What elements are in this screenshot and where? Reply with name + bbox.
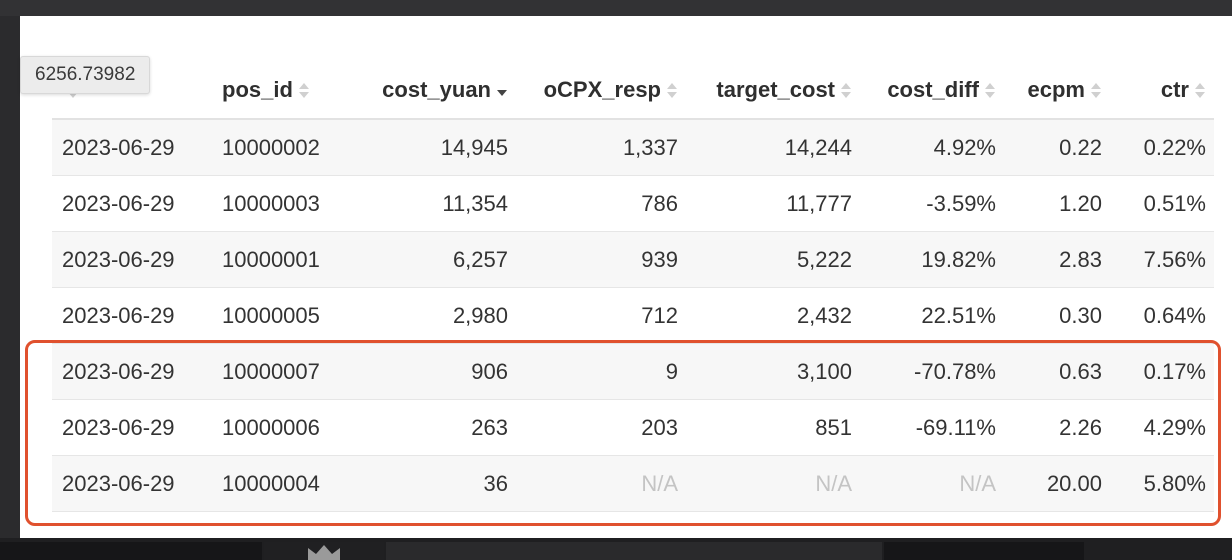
sort-desc-icon[interactable] bbox=[497, 82, 508, 100]
cell-ctr: 0.51% bbox=[1110, 175, 1214, 232]
sort-icon[interactable] bbox=[841, 82, 852, 100]
cell-cost-diff: 22.51% bbox=[860, 287, 1004, 344]
bottom-window-bar bbox=[0, 538, 1232, 560]
sort-icon[interactable] bbox=[1195, 82, 1206, 100]
cell-cost-diff: -3.59% bbox=[860, 175, 1004, 232]
cell-date: 2023-06-29 bbox=[52, 399, 212, 456]
column-header-label: cost_diff bbox=[887, 77, 979, 102]
cell-cost-yuan: 14,945 bbox=[346, 119, 516, 176]
table-row[interactable]: 2023-06-29 10000004 36 N/A N/A N/A 20.00 5.80% bbox=[52, 455, 1214, 512]
cell-pos-id: 10000004 bbox=[212, 455, 346, 512]
cell-target-cost: 11,777 bbox=[686, 175, 860, 232]
value-tooltip: 6256.73982 bbox=[20, 56, 151, 94]
cell-target-cost: 2,432 bbox=[686, 287, 860, 344]
cell-ecpm: 2.26 bbox=[1004, 399, 1110, 456]
cell-cost-diff: N/A bbox=[860, 455, 1004, 512]
cell-target-cost: 3,100 bbox=[686, 343, 860, 400]
cell-target-cost: N/A bbox=[686, 455, 860, 512]
cell-cost-diff: -70.78% bbox=[860, 343, 1004, 400]
table-row[interactable]: 2023-06-29 10000003 11,354 786 11,777 -3.59% 1… bbox=[52, 175, 1214, 232]
cell-cost-yuan: 36 bbox=[346, 455, 516, 512]
cell-ocpx-resp: 9 bbox=[516, 343, 686, 400]
cell-ecpm: 2.83 bbox=[1004, 231, 1110, 288]
column-header-target-cost[interactable]: target_cost bbox=[686, 62, 860, 120]
cell-cost-yuan: 6,257 bbox=[346, 231, 516, 288]
cell-cost-yuan: 263 bbox=[346, 399, 516, 456]
cell-target-cost: 5,222 bbox=[686, 231, 860, 288]
table-row[interactable]: 2023-06-29 10000005 2,980 712 2,432 22.51% 0.3… bbox=[52, 287, 1214, 344]
cell-pos-id: 10000006 bbox=[212, 399, 346, 456]
cell-ctr: 5.80% bbox=[1110, 455, 1214, 512]
top-window-bar bbox=[0, 0, 1232, 16]
cell-date: 2023-06-29 bbox=[52, 343, 212, 400]
cell-cost-yuan: 2,980 bbox=[346, 287, 516, 344]
cell-cost-diff: 19.82% bbox=[860, 231, 1004, 288]
cell-ctr: 0.22% bbox=[1110, 119, 1214, 176]
column-header-cost-yuan[interactable]: cost_yuan bbox=[346, 62, 516, 120]
cell-target-cost: 851 bbox=[686, 399, 860, 456]
table-body: 2023-06-29 10000002 14,945 1,337 14,244 4.92%… bbox=[52, 119, 1214, 512]
cell-ocpx-resp: 712 bbox=[516, 287, 686, 344]
cell-date: 2023-06-29 bbox=[52, 175, 212, 232]
table-row[interactable]: 2023-06-29 10000007 906 9 3,100 -70.78% 0.63 0.… bbox=[52, 343, 1214, 400]
cell-ecpm: 0.22 bbox=[1004, 119, 1110, 176]
cell-ctr: 0.64% bbox=[1110, 287, 1214, 344]
cell-pos-id: 10000003 bbox=[212, 175, 346, 232]
cell-ocpx-resp: N/A bbox=[516, 455, 686, 512]
cell-ctr: 4.29% bbox=[1110, 399, 1214, 456]
column-header-pos-id[interactable]: pos_id bbox=[212, 62, 346, 120]
cell-cost-yuan: 906 bbox=[346, 343, 516, 400]
table-header-row: pos_id cost_yuan oCPX_resp target_cost c… bbox=[52, 62, 1214, 120]
column-header-cost-diff[interactable]: cost_diff bbox=[860, 62, 1004, 120]
cell-pos-id: 10000002 bbox=[212, 119, 346, 176]
table-row[interactable]: 2023-06-29 10000001 6,257 939 5,222 19.82% 2.8… bbox=[52, 231, 1214, 288]
column-header-ecpm[interactable]: ecpm bbox=[1004, 62, 1110, 120]
sort-icon[interactable] bbox=[1091, 82, 1102, 100]
cell-date: 2023-06-29 bbox=[52, 119, 212, 176]
column-header-ocpx-resp[interactable]: oCPX_resp bbox=[516, 62, 686, 120]
cell-ctr: 7.56% bbox=[1110, 231, 1214, 288]
column-header-label: target_cost bbox=[716, 77, 835, 102]
table-row[interactable]: 2023-06-29 10000006 263 203 851 -69.11% 2.26 4.… bbox=[52, 399, 1214, 456]
table-panel: pos_id cost_yuan oCPX_resp target_cost c… bbox=[20, 16, 1232, 538]
cell-target-cost: 14,244 bbox=[686, 119, 860, 176]
cell-ecpm: 1.20 bbox=[1004, 175, 1110, 232]
sort-icon[interactable] bbox=[298, 82, 310, 100]
data-table: pos_id cost_yuan oCPX_resp target_cost c… bbox=[52, 62, 1214, 512]
cell-ecpm: 0.63 bbox=[1004, 343, 1110, 400]
sort-icon[interactable] bbox=[667, 82, 678, 100]
cell-ocpx-resp: 203 bbox=[516, 399, 686, 456]
cell-ocpx-resp: 786 bbox=[516, 175, 686, 232]
column-header-label: ecpm bbox=[1027, 77, 1085, 102]
cell-cost-diff: -69.11% bbox=[860, 399, 1004, 456]
column-header-label: pos_id bbox=[222, 77, 293, 102]
table-row[interactable]: 2023-06-29 10000002 14,945 1,337 14,244 4.92%… bbox=[52, 119, 1214, 176]
cell-pos-id: 10000007 bbox=[212, 343, 346, 400]
cell-ocpx-resp: 939 bbox=[516, 231, 686, 288]
cell-cost-diff: 4.92% bbox=[860, 119, 1004, 176]
column-header-label: cost_yuan bbox=[382, 77, 491, 102]
column-header-label: ctr bbox=[1160, 77, 1189, 102]
cell-ocpx-resp: 1,337 bbox=[516, 119, 686, 176]
cell-date: 2023-06-29 bbox=[52, 455, 212, 512]
cell-pos-id: 10000001 bbox=[212, 231, 346, 288]
app-logo-icon bbox=[308, 545, 340, 560]
cell-ecpm: 0.30 bbox=[1004, 287, 1110, 344]
column-header-ctr[interactable]: ctr bbox=[1110, 62, 1214, 120]
sort-icon[interactable] bbox=[985, 82, 996, 100]
cell-ctr: 0.17% bbox=[1110, 343, 1214, 400]
cell-ecpm: 20.00 bbox=[1004, 455, 1110, 512]
cell-cost-yuan: 11,354 bbox=[346, 175, 516, 232]
cell-pos-id: 10000005 bbox=[212, 287, 346, 344]
cell-date: 2023-06-29 bbox=[52, 287, 212, 344]
cell-date: 2023-06-29 bbox=[52, 231, 212, 288]
column-header-label: oCPX_resp bbox=[543, 77, 661, 102]
